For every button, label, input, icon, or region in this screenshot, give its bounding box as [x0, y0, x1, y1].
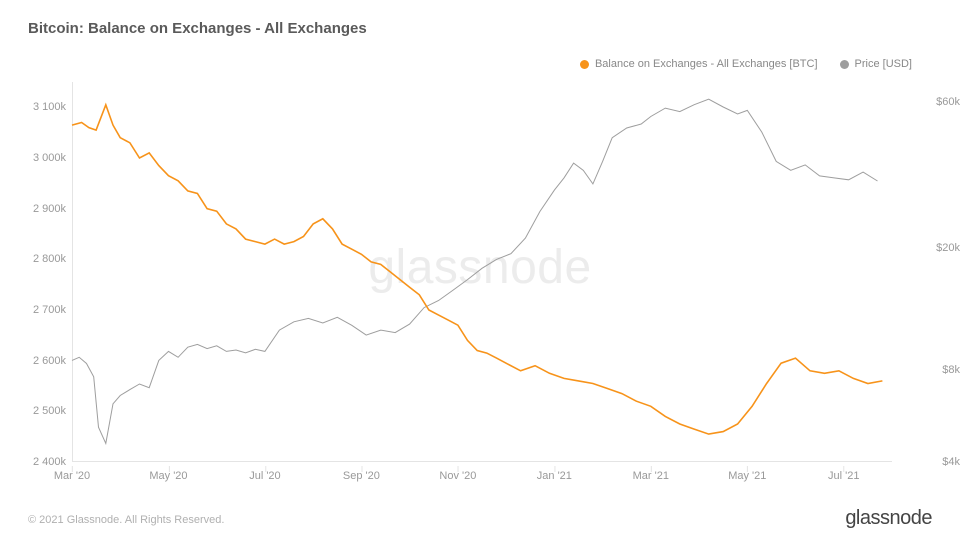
y-left-tick: 2 500k	[0, 405, 66, 417]
y-left-tick: 3 000k	[0, 152, 66, 164]
x-tick: Jan '21	[537, 470, 572, 482]
x-tick: Sep '20	[343, 470, 380, 482]
footer-brand: glassnode	[845, 507, 932, 530]
plot-area	[72, 82, 892, 462]
x-tick: Mar '20	[54, 470, 90, 482]
y-right-tick: $4k	[914, 456, 960, 468]
x-tick: Nov '20	[439, 470, 476, 482]
x-tick: Jul '20	[249, 470, 280, 482]
x-tick: May '21	[728, 470, 766, 482]
price-line	[72, 99, 878, 443]
y-left-tick: 2 600k	[0, 355, 66, 367]
x-tick: May '20	[149, 470, 187, 482]
legend-item-balance: Balance on Exchanges - All Exchanges [BT…	[580, 58, 818, 70]
x-tick: Mar '21	[633, 470, 669, 482]
y-left-tick: 2 900k	[0, 203, 66, 215]
legend: Balance on Exchanges - All Exchanges [BT…	[580, 58, 912, 70]
balance-line	[72, 105, 882, 434]
x-tick: Jul '21	[828, 470, 859, 482]
x-axis: Mar '20May '20Jul '20Sep '20Nov '20Jan '…	[72, 466, 892, 486]
y-left-axis: 2 400k2 500k2 600k2 700k2 800k2 900k3 00…	[0, 82, 66, 462]
footer-copyright: © 2021 Glassnode. All Rights Reserved.	[28, 514, 224, 526]
y-left-tick: 3 100k	[0, 101, 66, 113]
y-right-tick: $60k	[914, 96, 960, 108]
legend-label-price: Price [USD]	[855, 58, 912, 70]
legend-item-price: Price [USD]	[840, 58, 912, 70]
y-left-tick: 2 700k	[0, 304, 66, 316]
y-right-tick: $20k	[914, 242, 960, 254]
legend-dot-balance	[580, 60, 589, 69]
chart-title: Bitcoin: Balance on Exchanges - All Exch…	[28, 20, 367, 37]
y-right-axis: $4k$8k$20k$60k	[914, 82, 960, 462]
y-left-tick: 2 800k	[0, 253, 66, 265]
y-right-tick: $8k	[914, 364, 960, 376]
y-left-tick: 2 400k	[0, 456, 66, 468]
legend-label-balance: Balance on Exchanges - All Exchanges [BT…	[595, 58, 818, 70]
legend-dot-price	[840, 60, 849, 69]
